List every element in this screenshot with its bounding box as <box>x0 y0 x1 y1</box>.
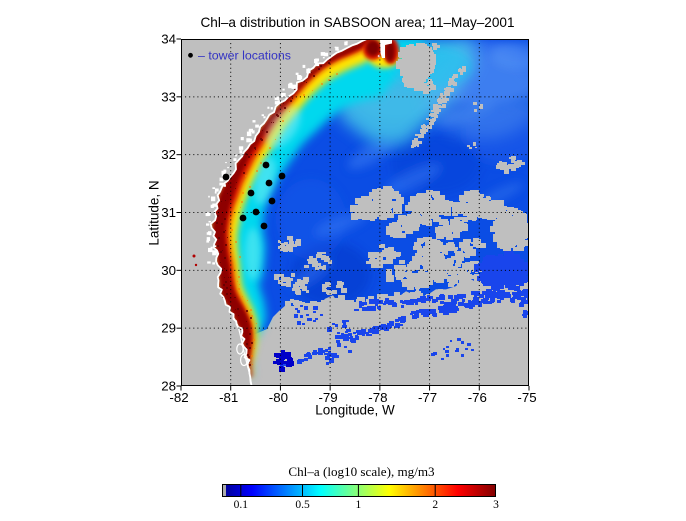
svg-text:Longitude, W: Longitude, W <box>315 403 395 418</box>
svg-text:34: 34 <box>161 32 176 47</box>
svg-text:-75: -75 <box>517 390 536 405</box>
svg-text:Chl–a (log10 scale), mg/m3: Chl–a (log10 scale), mg/m3 <box>288 464 435 479</box>
svg-text:30: 30 <box>161 263 176 278</box>
svg-text:1: 1 <box>356 499 362 511</box>
svg-text:-80: -80 <box>269 390 288 405</box>
svg-text:29: 29 <box>161 321 176 336</box>
svg-text:0.1: 0.1 <box>234 499 249 511</box>
svg-text:-78: -78 <box>368 390 387 405</box>
svg-text:28: 28 <box>161 379 176 394</box>
svg-text:Chl–a distribution in SABSOON: Chl–a distribution in SABSOON area; 11–M… <box>200 15 514 30</box>
svg-text:-81: -81 <box>219 390 238 405</box>
svg-text:3: 3 <box>493 499 499 511</box>
svg-text:-77: -77 <box>418 390 437 405</box>
svg-text:2: 2 <box>432 499 438 511</box>
svg-text:33: 33 <box>161 89 176 104</box>
svg-text:-79: -79 <box>318 390 337 405</box>
svg-text:31: 31 <box>161 205 176 220</box>
svg-text:0.5: 0.5 <box>295 499 310 511</box>
svg-text:-82: -82 <box>169 390 188 405</box>
svg-text:– tower locations: – tower locations <box>198 49 291 63</box>
svg-text:-76: -76 <box>468 390 487 405</box>
svg-text:Latitude, N: Latitude, N <box>147 180 162 245</box>
svg-text:32: 32 <box>161 147 176 162</box>
